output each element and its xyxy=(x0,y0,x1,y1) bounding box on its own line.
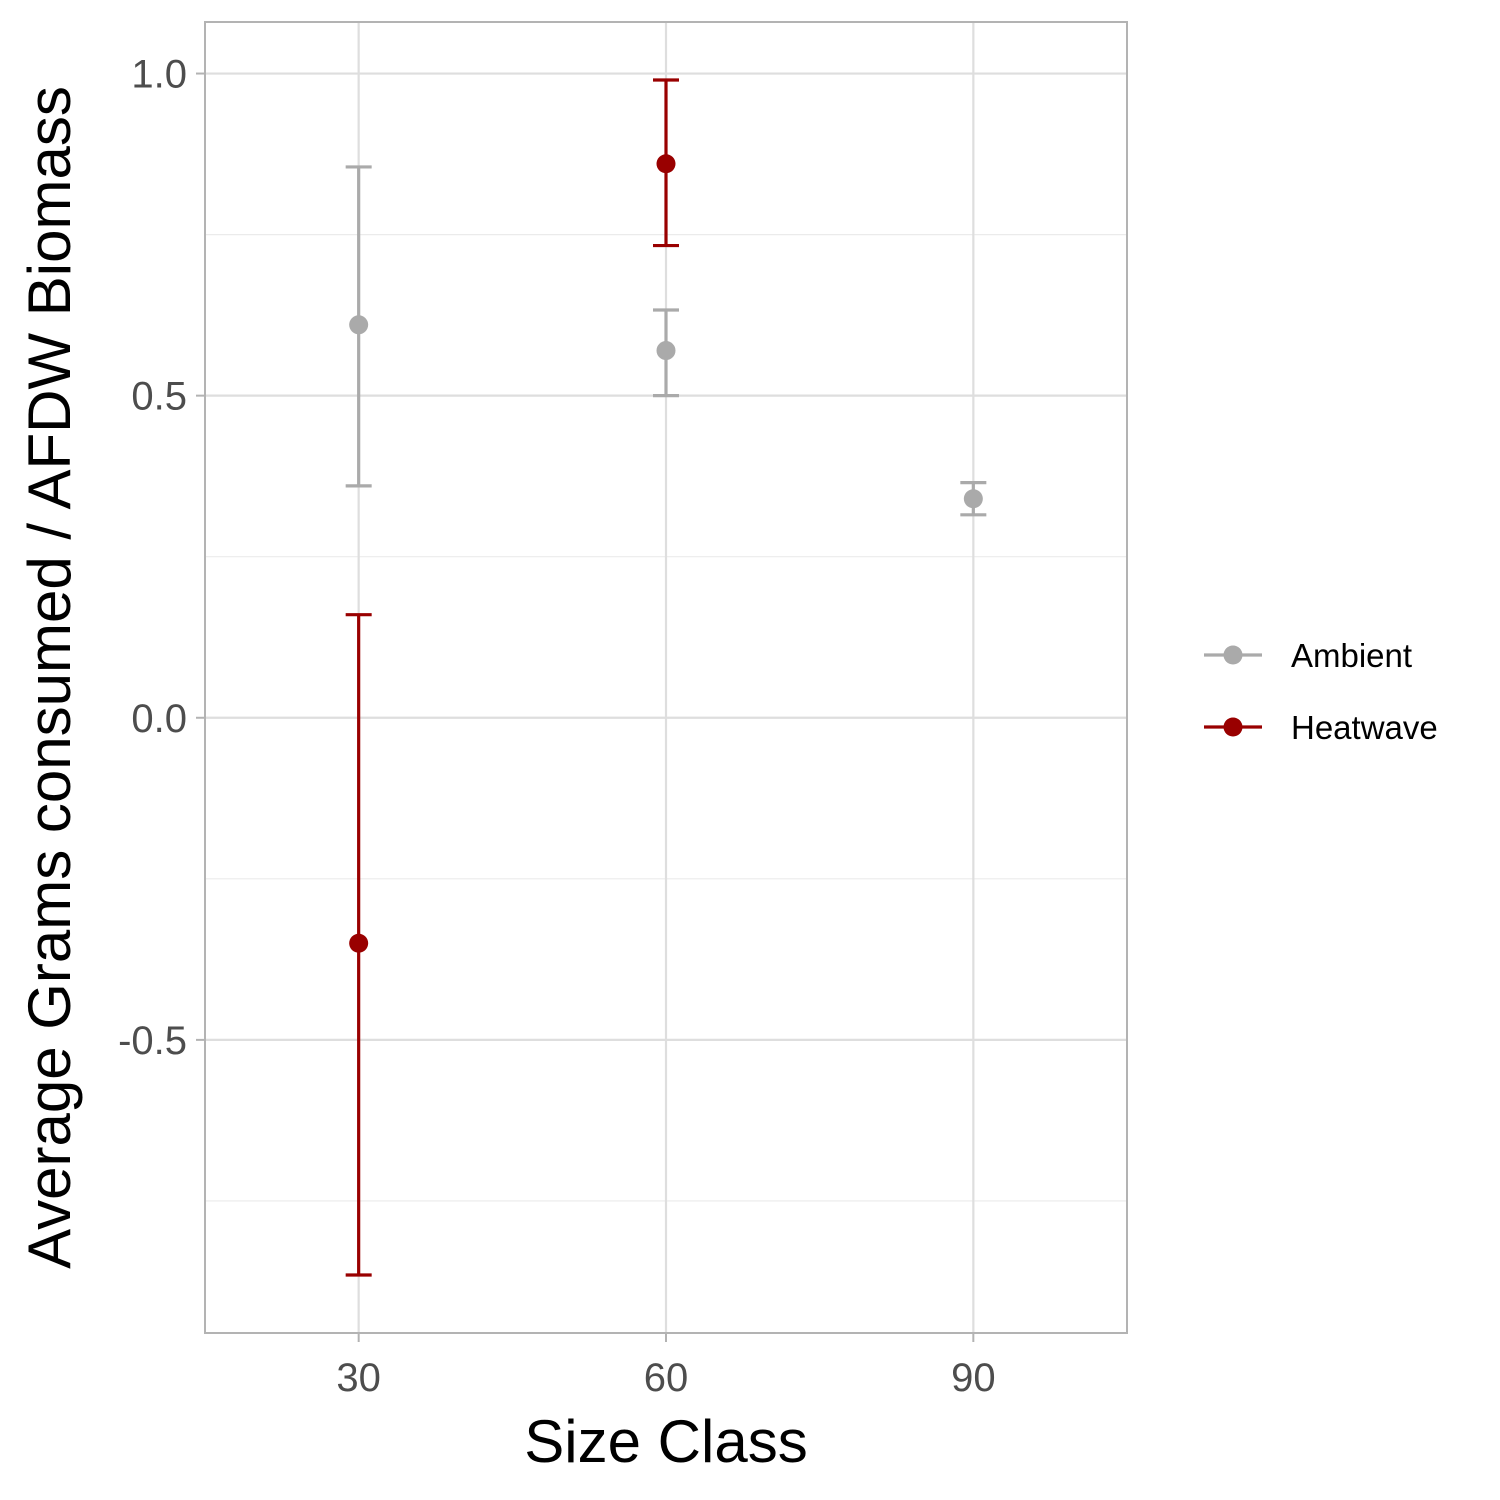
data-point xyxy=(349,315,369,335)
legend: Ambient Heatwave xyxy=(1204,637,1438,746)
data-point xyxy=(349,933,369,953)
y-axis-title: Average Grams consumed / AFDW Biomass xyxy=(16,86,83,1269)
x-axis-title: Size Class xyxy=(524,1408,807,1475)
x-tick-label: 60 xyxy=(644,1356,689,1400)
legend-item: Ambient xyxy=(1204,637,1412,674)
data-marks xyxy=(345,78,987,1277)
y-tick-label: -0.5 xyxy=(118,1019,187,1063)
y-axis-ticks: -0.5 0.0 0.5 1.0 xyxy=(118,53,205,1063)
x-tick-label: 90 xyxy=(951,1356,996,1400)
y-tick-label: 0.5 xyxy=(131,375,187,419)
legend-label: Ambient xyxy=(1291,637,1412,674)
y-tick-label: 0.0 xyxy=(131,697,187,741)
x-tick-label: 30 xyxy=(336,1356,381,1400)
data-point xyxy=(963,489,983,509)
data-point xyxy=(656,154,676,174)
data-point xyxy=(656,341,676,361)
x-axis-ticks: 30 60 90 xyxy=(336,1333,996,1400)
y-tick-label: 1.0 xyxy=(131,53,187,97)
legend-item: Heatwave xyxy=(1204,709,1438,746)
series-heatwave xyxy=(345,78,679,1277)
series-ambient xyxy=(345,165,987,517)
legend-key-point xyxy=(1223,717,1243,737)
legend-label: Heatwave xyxy=(1291,709,1438,746)
legend-key-point xyxy=(1223,645,1243,665)
